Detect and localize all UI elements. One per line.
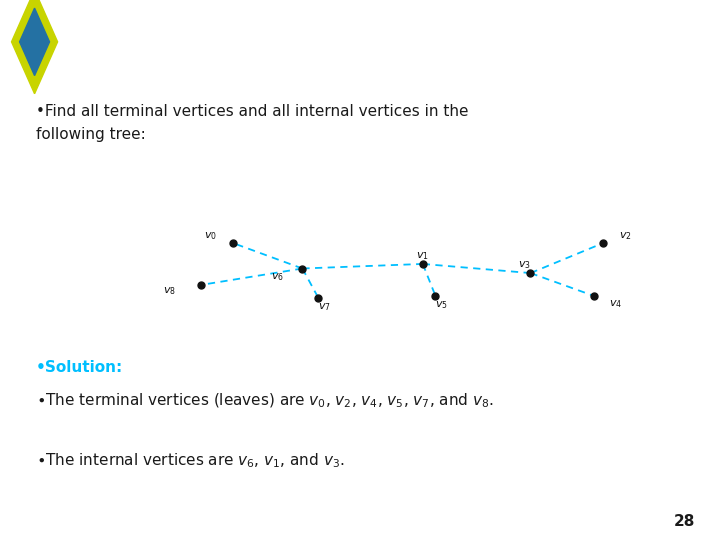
Text: $v_{5}$: $v_{5}$ — [436, 299, 449, 311]
Text: $v_{0}$: $v_{0}$ — [204, 230, 217, 241]
Text: $v_{3}$: $v_{3}$ — [518, 259, 531, 271]
Text: $\bullet$The terminal vertices (leaves) are $v_0$, $v_2$, $v_4$, $v_5$, $v_7$, a: $\bullet$The terminal vertices (leaves) … — [36, 392, 494, 410]
Polygon shape — [12, 0, 58, 94]
Text: $v_{8}$: $v_{8}$ — [163, 286, 176, 297]
Text: Example 5 – Terminal and Internal Vertices: Example 5 – Terminal and Internal Vertic… — [71, 28, 639, 52]
Text: $v_{1}$: $v_{1}$ — [416, 250, 429, 261]
Polygon shape — [19, 8, 50, 76]
Text: 28: 28 — [673, 514, 695, 529]
Text: following tree:: following tree: — [36, 127, 145, 142]
Text: •Find all terminal vertices and all internal vertices in the: •Find all terminal vertices and all inte… — [36, 104, 469, 119]
Text: $\bullet$The internal vertices are $v_6$, $v_1$, and $v_3$.: $\bullet$The internal vertices are $v_6$… — [36, 451, 345, 470]
Text: •Solution:: •Solution: — [36, 360, 123, 375]
Text: $v_{4}$: $v_{4}$ — [609, 298, 623, 310]
Text: $v_{7}$: $v_{7}$ — [318, 301, 331, 313]
Text: $v_{6}$: $v_{6}$ — [271, 271, 284, 282]
Text: $v_{2}$: $v_{2}$ — [619, 230, 632, 241]
